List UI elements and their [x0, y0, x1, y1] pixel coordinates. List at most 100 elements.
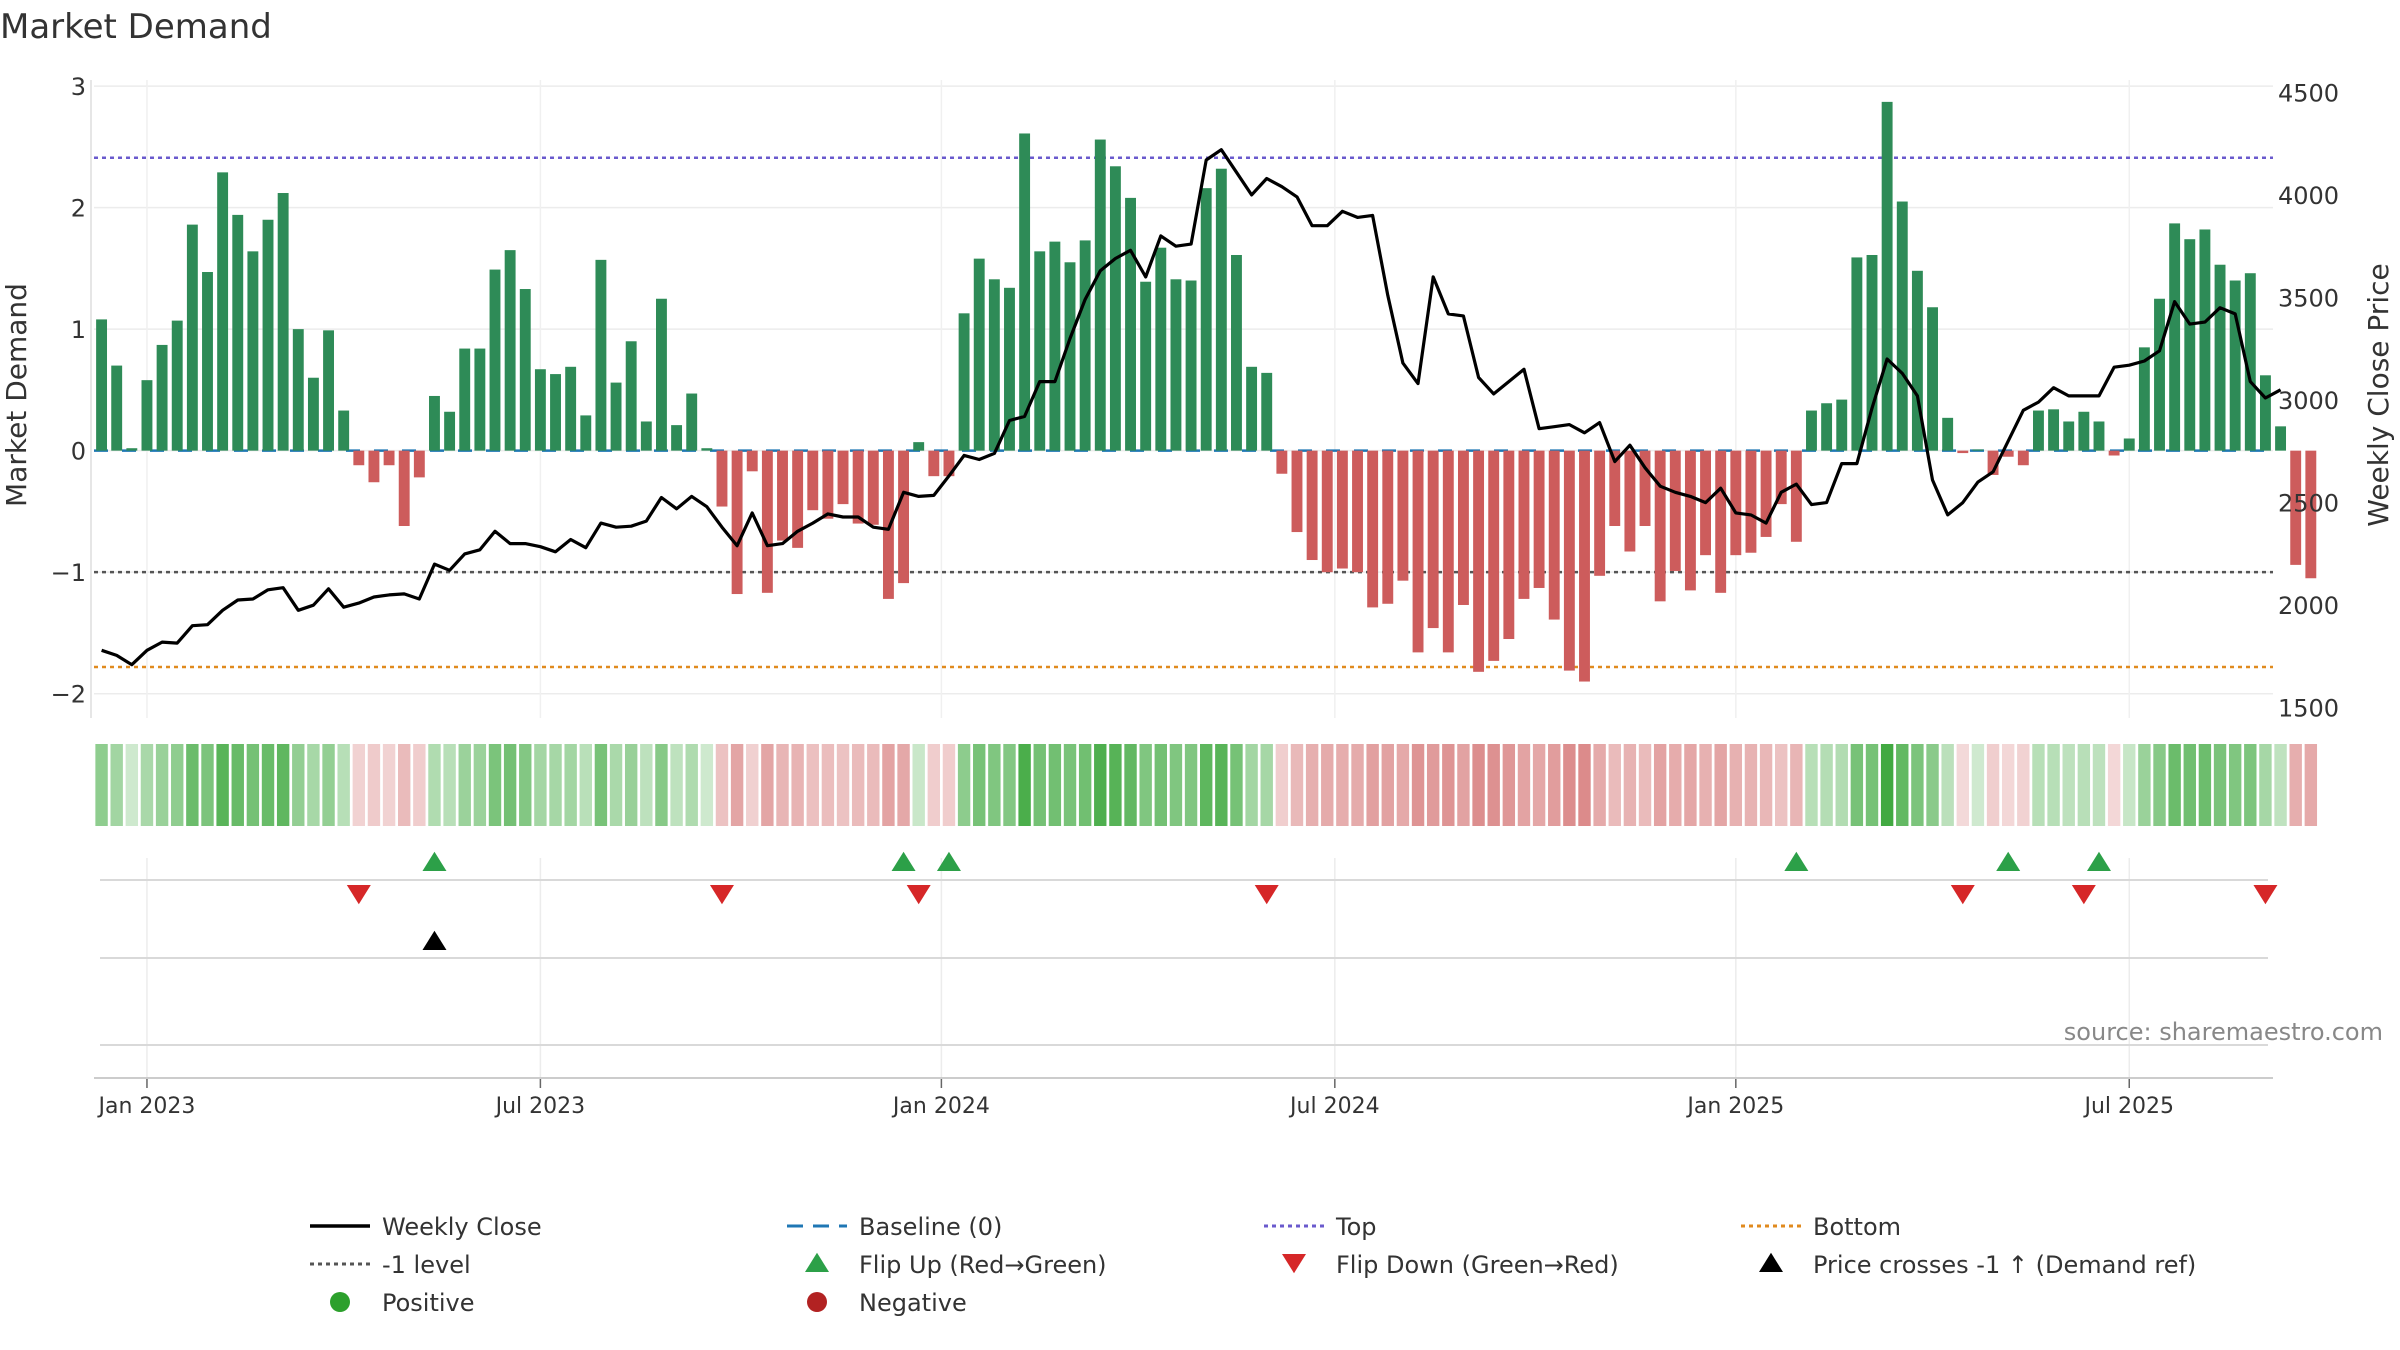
positive-demand-bar: [519, 289, 531, 451]
heat-strip-cell: [1578, 744, 1591, 826]
negative-demand-bar: [1775, 450, 1787, 505]
flip-up-marker: [1996, 851, 2021, 871]
positive-demand-bar: [1094, 139, 1106, 451]
y-tick-label-left: 0: [71, 438, 86, 466]
heat-strip-cell: [1245, 744, 1258, 826]
positive-demand-bar: [2078, 411, 2090, 451]
heat-strip-cell: [125, 744, 139, 826]
y-axis-label-right: Weekly Close Price: [2362, 263, 2395, 526]
heat-strip-cell: [942, 744, 956, 826]
heat-strip-cell: [534, 744, 547, 826]
negative-demand-bar: [1987, 450, 1999, 475]
heat-strip-cell: [973, 744, 986, 826]
flip-down-marker: [709, 885, 734, 905]
negative-demand-bar: [1624, 450, 1636, 552]
heat-strip-cell: [1911, 744, 1924, 826]
legend: Weekly Close Baseline (0) Top Bottom -1 leve…: [310, 1213, 2196, 1317]
heat-strip-cell: [1124, 744, 1137, 826]
positive-demand-bar: [2199, 229, 2211, 451]
heat-strip-cell: [201, 744, 214, 826]
legend-label: Weekly Close: [382, 1213, 542, 1241]
positive-demand-bar: [1851, 257, 1863, 451]
legend-label: Bottom: [1813, 1213, 1901, 1241]
positive-demand-bar: [1200, 188, 1212, 451]
negative-demand-bar: [1518, 450, 1530, 599]
negative-demand-bar: [1306, 450, 1318, 561]
negative-demand-bar: [1442, 450, 1454, 653]
heat-strip-cell: [1351, 744, 1364, 826]
negative-demand-bar: [716, 450, 728, 507]
negative-demand-bar: [1730, 450, 1742, 556]
axes: 3 2 1 0 −1 −2 4500 4000 3500 3000 2500 2000 1500 Jan …: [51, 73, 2339, 1119]
positive-demand-bar: [1836, 399, 1848, 451]
flip-up-marker: [936, 851, 961, 871]
positive-demand-bar: [459, 348, 471, 451]
positive-demand-bar: [1261, 372, 1273, 451]
heat-strip-cell: [897, 744, 910, 826]
positive-demand-bar: [96, 319, 108, 451]
positive-demand-bar: [2048, 409, 2060, 451]
heat-strip-cell: [95, 744, 108, 826]
price-series: [101, 148, 2282, 667]
heat-strip-cell: [1033, 744, 1046, 826]
heat-strip-cell: [1139, 744, 1152, 826]
heat-strip-cell: [2168, 744, 2181, 826]
y-tick-label-right: 1500: [2278, 695, 2339, 723]
flip-down-marker: [2071, 885, 2096, 905]
negative-demand-bar: [1563, 450, 1575, 671]
positive-demand-bar: [2214, 264, 2226, 451]
source-note: source: sharemaestro.com: [2064, 1018, 2383, 1046]
heat-strip-cell: [1744, 744, 1758, 826]
weekly-close-line: [101, 148, 2282, 667]
positive-demand-bar: [988, 279, 1000, 451]
heat-strip-cell: [957, 744, 971, 826]
positive-demand-bar: [1215, 168, 1227, 451]
positive-demand-bar: [2184, 239, 2196, 451]
negative-demand-bar: [943, 450, 955, 477]
heat-strip-cell: [1759, 744, 1773, 826]
negative-demand-bar: [1473, 450, 1485, 672]
heat-strip-cell: [2138, 744, 2151, 826]
positive-demand-bar: [1004, 287, 1015, 451]
x-tick-label: Jul 2025: [2082, 1094, 2174, 1119]
negative-demand-bar: [1276, 450, 1288, 474]
flip-up-marker: [891, 851, 916, 871]
heat-strip-cell: [1154, 744, 1168, 826]
y-tick-label-left: 1: [71, 316, 86, 344]
x-tick-label: Jul 2024: [1288, 1094, 1380, 1119]
negative-demand-bar: [807, 450, 819, 511]
heat-strip-cell: [1850, 744, 1864, 826]
flip-down-marker: [1950, 885, 1975, 905]
legend-swatch-triangle-up: [805, 1252, 829, 1272]
heat-strip-cell: [352, 744, 366, 826]
heat-strip-cell: [1003, 744, 1016, 826]
y-tick-label-left: 2: [71, 195, 86, 223]
heat-strip-cell: [171, 744, 184, 826]
positive-demand-bar: [474, 348, 486, 451]
negative-demand-bar: [1548, 450, 1560, 620]
positive-demand-bar: [2154, 298, 2165, 451]
legend-swatch-triangle-up: [1759, 1252, 1783, 1272]
heat-strip-cell: [1548, 744, 1561, 826]
heat-strip-cell: [216, 744, 229, 826]
legend-item: Negative: [807, 1289, 967, 1317]
legend-label: Negative: [859, 1289, 967, 1317]
heat-strip-cell: [1260, 744, 1273, 826]
positive-demand-bar: [489, 269, 501, 451]
legend-item: Bottom: [1741, 1213, 1901, 1241]
positive-demand-bar: [1155, 247, 1167, 451]
heat-strip-cell: [821, 744, 835, 826]
heat-strip-cell: [640, 744, 653, 826]
heat-strip-cell: [473, 744, 487, 826]
legend-item: Weekly Close: [310, 1213, 542, 1241]
chart-title: Market Demand: [0, 7, 272, 47]
negative-demand-bar: [2108, 450, 2120, 456]
positive-demand-bar: [1246, 366, 1258, 451]
negative-demand-bar: [1457, 450, 1469, 605]
heat-strip-cell: [1941, 744, 1954, 826]
heat-strip-cell: [1880, 744, 1894, 826]
positive-demand-bar: [1125, 197, 1136, 451]
heat-strip-cell: [1396, 744, 1410, 826]
heat-strip-cell: [2213, 744, 2227, 826]
